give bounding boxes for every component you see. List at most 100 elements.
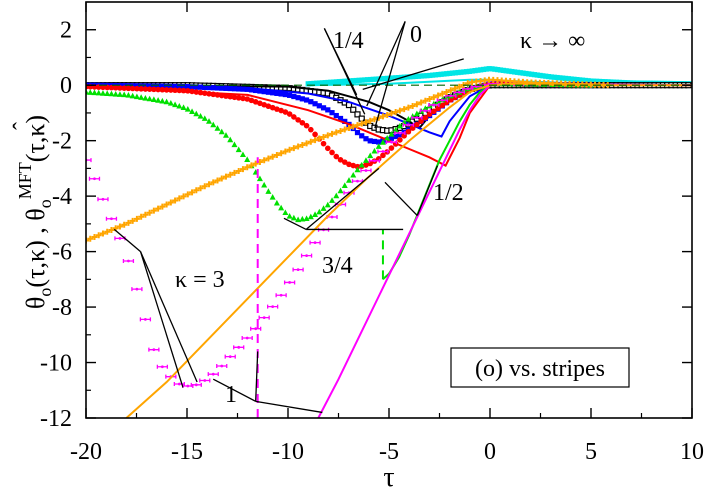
- data-point: [307, 138, 314, 145]
- data-point: [363, 162, 369, 168]
- data-point: [287, 92, 293, 98]
- data-point: [261, 181, 268, 188]
- data-point: [353, 77, 359, 84]
- data-point: [299, 96, 305, 102]
- data-point: [240, 86, 246, 92]
- data-point: [342, 78, 348, 84]
- data-point-center: [186, 384, 190, 388]
- data-point: [407, 74, 413, 80]
- data-point: [359, 77, 365, 83]
- data-point: [396, 75, 402, 81]
- data-point: [257, 88, 263, 94]
- data-point: [341, 182, 348, 189]
- data-point: [452, 70, 458, 76]
- data-point-center: [381, 150, 385, 153]
- data-point-center: [466, 87, 470, 91]
- data-point: [210, 179, 217, 186]
- data-point: [308, 126, 314, 133]
- data-point: [303, 215, 310, 221]
- data-point: [341, 126, 348, 133]
- data-point: [86, 237, 89, 244]
- data-point: [320, 133, 327, 140]
- data-point: [339, 78, 345, 85]
- data-point: [388, 145, 395, 151]
- data-point: [95, 89, 102, 96]
- data-point: [316, 135, 323, 142]
- data-point-center: [440, 98, 444, 102]
- data-point: [329, 197, 336, 203]
- data-point: [560, 75, 566, 81]
- data-point: [379, 113, 386, 120]
- svg-text:(o) vs. stripes: (o) vs. stripes: [475, 356, 605, 382]
- data-point: [104, 90, 111, 96]
- data-point: [443, 94, 450, 101]
- data-point: [350, 162, 357, 169]
- data-point-center: [474, 85, 478, 89]
- y-tick-label: -10: [40, 351, 72, 377]
- data-point: [438, 71, 444, 77]
- data-point: [91, 89, 98, 96]
- data-point-center: [254, 327, 258, 331]
- data-point: [231, 169, 238, 176]
- data-point: [303, 140, 310, 147]
- data-point: [370, 76, 376, 82]
- data-point: [422, 114, 429, 121]
- data-point: [571, 76, 577, 82]
- data-point: [333, 79, 340, 85]
- data-point: [414, 121, 420, 128]
- data-point: [295, 216, 302, 223]
- data-point: [325, 107, 331, 113]
- data-point-center: [152, 348, 156, 352]
- data-point: [319, 80, 325, 86]
- data-point-center: [228, 355, 232, 359]
- data-point: [163, 98, 170, 105]
- data-point: [274, 106, 280, 112]
- data-point: [308, 81, 314, 87]
- pointer-kappa-1: [255, 400, 323, 414]
- data-point: [314, 80, 320, 86]
- data-point: [574, 76, 580, 83]
- y-tick-label: -8: [52, 295, 72, 321]
- data-point: [104, 228, 111, 235]
- data-point: [231, 94, 238, 101]
- data-point: [155, 97, 162, 103]
- data-point: [384, 135, 391, 141]
- data-point: [87, 235, 94, 242]
- data-point: [99, 230, 106, 237]
- data-point: [197, 113, 204, 119]
- data-point: [252, 160, 259, 167]
- data-point: [282, 209, 289, 216]
- data-point: [401, 119, 408, 126]
- data-point: [273, 199, 280, 206]
- svg-text:θo(τ,κ) , θoMFT(τ,κ): θo(τ,κ) , θoMFT(τ,κ): [15, 115, 55, 309]
- data-point: [443, 88, 450, 95]
- data-point: [125, 92, 132, 98]
- data-point: [426, 95, 433, 102]
- data-point: [333, 112, 339, 119]
- axis-ticks: -20 -15 -10 -5 0 5 10-12-10-8-6-4-202: [40, 2, 704, 465]
- data-point: [163, 201, 170, 208]
- data-point-center: [356, 179, 359, 183]
- data-point: [235, 167, 242, 174]
- data-point: [452, 85, 459, 92]
- data-point: [397, 137, 403, 143]
- data-point: [430, 94, 437, 101]
- data-point: [478, 67, 484, 73]
- data-point-center: [296, 268, 300, 272]
- data-point: [150, 207, 157, 214]
- data-point: [388, 110, 395, 117]
- data-point: [441, 71, 447, 77]
- data-point: [397, 132, 403, 138]
- data-point: [432, 72, 439, 78]
- data-point: [108, 227, 115, 234]
- data-point: [392, 109, 399, 116]
- pointer-kappa-1-2: [416, 165, 439, 216]
- data-point: [540, 73, 546, 79]
- pointer-kappa-3: [113, 228, 141, 253]
- data-point: [409, 102, 416, 109]
- data-point: [585, 78, 591, 84]
- data-point: [184, 191, 191, 198]
- data-point: [193, 110, 200, 117]
- data-point: [449, 70, 456, 76]
- data-point: [469, 68, 475, 74]
